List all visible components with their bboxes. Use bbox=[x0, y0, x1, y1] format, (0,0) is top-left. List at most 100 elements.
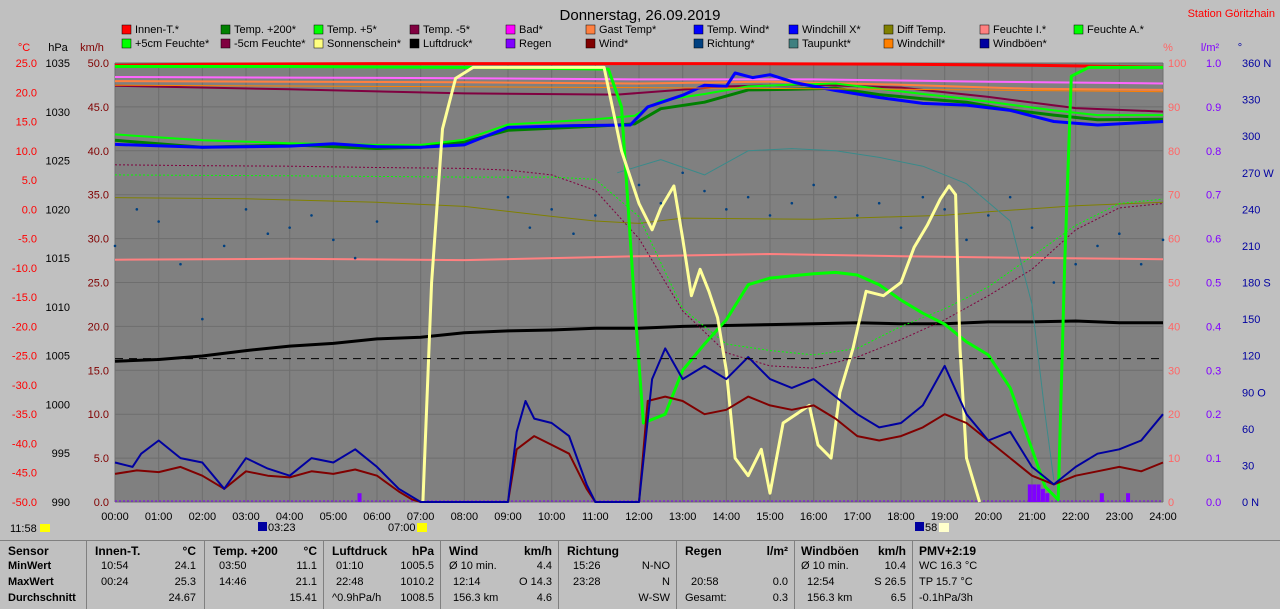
series-line bbox=[421, 65, 982, 503]
legend-label: +5cm Feuchte* bbox=[135, 38, 210, 50]
axis-tick-label: 180 S bbox=[1242, 278, 1271, 290]
stats-cell: 03:50 bbox=[219, 560, 247, 572]
axis-tick-label: 1015 bbox=[46, 253, 70, 265]
x-tick-label: 10:00 bbox=[538, 511, 566, 523]
legend-label: Bad* bbox=[519, 24, 544, 36]
stats-cell: 1005.5 bbox=[400, 560, 434, 572]
stats-header: Innen-T. bbox=[95, 544, 141, 558]
direction-point bbox=[310, 214, 313, 217]
stats-header: Temp. +200 bbox=[213, 544, 278, 558]
stats-cell: 14:46 bbox=[219, 576, 247, 588]
axis-tick-label: -40.0 bbox=[12, 438, 37, 450]
x-tick-label: 11:00 bbox=[582, 511, 609, 523]
axis-tick-label: 50 bbox=[1168, 278, 1180, 290]
axis-tick-label: 100 bbox=[1168, 58, 1186, 70]
axis-unit-label: km/h bbox=[80, 42, 104, 54]
legend-label: Feuchte I.* bbox=[993, 24, 1047, 36]
axis-tick-label: 90 O bbox=[1242, 387, 1266, 399]
rain-bar bbox=[357, 493, 362, 502]
axis-tick-label: 0 N bbox=[1242, 497, 1259, 509]
series-line bbox=[114, 347, 1164, 503]
x-tick-label: 00:00 bbox=[101, 511, 129, 523]
stats-cell: 01:10 bbox=[336, 560, 364, 572]
legend-label: Taupunkt* bbox=[802, 38, 852, 50]
legend-swatch bbox=[409, 24, 420, 35]
x-tick-label: 09:00 bbox=[494, 511, 522, 523]
x-tick-label: 17:00 bbox=[844, 511, 872, 523]
direction-point bbox=[528, 226, 532, 229]
legend-swatch bbox=[979, 38, 990, 49]
legend-swatch bbox=[121, 24, 132, 35]
axis-tick-label: 995 bbox=[52, 448, 70, 460]
axis-tick-label: -10.0 bbox=[12, 263, 37, 275]
stats-cell: 22:48 bbox=[336, 576, 364, 588]
moon-marker bbox=[258, 522, 267, 531]
axis-tick-label: 15.0 bbox=[88, 365, 109, 377]
legend-swatch bbox=[409, 38, 420, 49]
rain-bar bbox=[1032, 484, 1037, 502]
legend-swatch bbox=[121, 38, 132, 49]
legend-swatch bbox=[313, 24, 324, 35]
stats-unit: km/h bbox=[877, 544, 906, 558]
stats-header: Sensor bbox=[8, 544, 49, 558]
axis-tick-label: 240 bbox=[1242, 204, 1260, 216]
stats-col-regen: Regen l/m² 20:58 0.0 Gesamt: 0.3 bbox=[677, 541, 795, 609]
stats-col-windboeen: Windböen km/h Ø 10 min. 10.4 12:54 S 26.… bbox=[795, 541, 913, 609]
direction-point bbox=[812, 183, 815, 187]
axis-tick-label: 30 bbox=[1168, 365, 1180, 377]
series-line bbox=[114, 62, 1164, 69]
stats-cell: 15:26 bbox=[573, 560, 601, 572]
direction-point bbox=[1008, 195, 1012, 199]
axis-tick-label: 210 bbox=[1242, 241, 1260, 253]
axis-tick-label: 1.0 bbox=[1206, 58, 1221, 70]
stats-cell: 10:54 bbox=[101, 560, 129, 572]
axis-tick-label: 20 bbox=[1168, 409, 1180, 421]
axis-tick-label: 1005 bbox=[46, 351, 70, 363]
rain-bar bbox=[1040, 488, 1045, 502]
legend-swatch bbox=[883, 24, 894, 35]
x-tick-label: 15:00 bbox=[756, 511, 784, 523]
axis-tick-label: 35.0 bbox=[88, 190, 109, 202]
axis-tick-label: -45.0 bbox=[12, 468, 37, 480]
axis-tick-label: 1035 bbox=[46, 58, 70, 70]
series-line bbox=[617, 148, 1055, 481]
series-line bbox=[114, 80, 1164, 91]
legend-label: Diff Temp. bbox=[897, 24, 946, 36]
axis-tick-label: -5.0 bbox=[18, 234, 37, 246]
axis-tick-label: 120 bbox=[1242, 351, 1260, 363]
x-tick-label: 16:00 bbox=[800, 511, 828, 523]
stats-cell: 12:14 bbox=[453, 576, 481, 588]
axis-tick-label: 90 bbox=[1168, 102, 1180, 114]
axis-tick-label: 45.0 bbox=[88, 102, 109, 114]
x-tick-label: 22:00 bbox=[1062, 511, 1090, 523]
stats-cell: 6.5 bbox=[890, 592, 906, 604]
stats-cell: -0.1hPa/3h bbox=[919, 592, 973, 604]
axis-tick-label: 50.0 bbox=[88, 58, 109, 70]
stats-cell: 21.1 bbox=[295, 576, 317, 588]
stats-unit: °C bbox=[303, 544, 317, 558]
direction-point bbox=[353, 256, 357, 260]
legend-label: Richtung* bbox=[707, 38, 755, 50]
axis-tick-label: 10.0 bbox=[88, 409, 109, 421]
axis-tick-label: 10.0 bbox=[16, 146, 37, 158]
legend-swatch bbox=[693, 38, 704, 49]
axis-tick-label: 1030 bbox=[46, 107, 70, 119]
stats-cell: 20:58 bbox=[691, 576, 719, 588]
x-tick-label: 12:00 bbox=[625, 511, 653, 523]
axis-tick-label: -30.0 bbox=[12, 380, 37, 392]
station-label: Station Göritzhain bbox=[1188, 8, 1275, 20]
statistics-table: Sensor MinWert MaxWert Durchschnitt Inne… bbox=[0, 540, 1280, 609]
axis-tick-label: 0.0 bbox=[1206, 497, 1221, 509]
axis-tick-label: -35.0 bbox=[12, 409, 37, 421]
direction-point bbox=[856, 214, 859, 217]
x-tick-label: 03:00 bbox=[232, 511, 260, 523]
stats-cell: W-SW bbox=[638, 592, 670, 604]
direction-point bbox=[179, 262, 182, 266]
direction-point bbox=[790, 201, 794, 205]
direction-point bbox=[943, 208, 946, 211]
legend-label: Feuchte A.* bbox=[1087, 24, 1145, 36]
x-tick-label: 19:00 bbox=[931, 511, 959, 523]
stats-cell: ^0.9hPa/h bbox=[332, 592, 382, 604]
stats-cell: 15.41 bbox=[289, 592, 317, 604]
stats-cell: 156.3 km bbox=[807, 592, 853, 604]
